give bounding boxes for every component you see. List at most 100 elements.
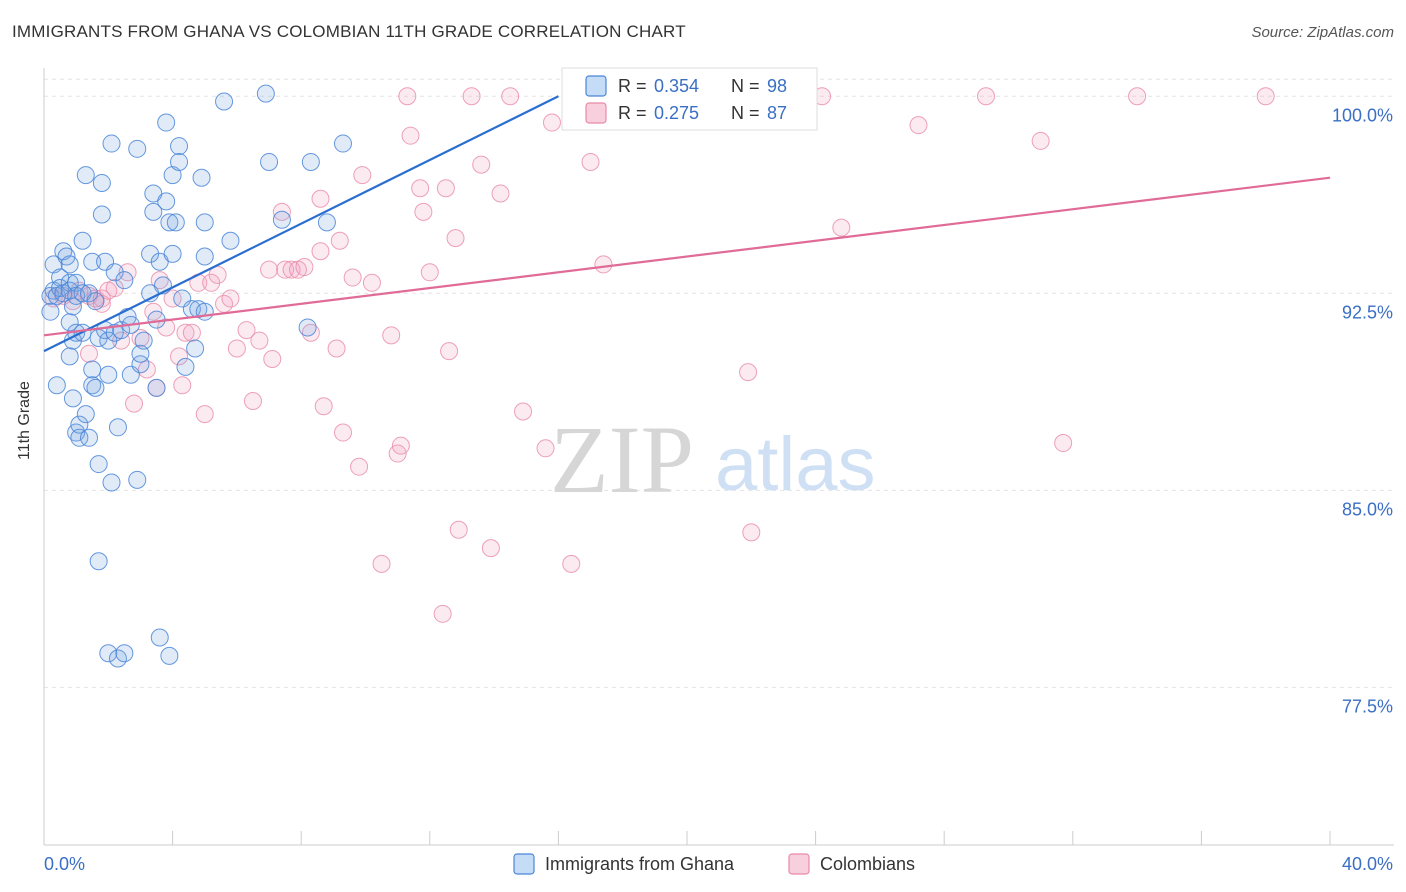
ghana-point (260, 152, 279, 171)
ghana-point (128, 470, 147, 489)
ghana-point (150, 252, 169, 271)
ghana-point (60, 273, 79, 292)
colombians-point (333, 423, 352, 442)
bottom-legend: Immigrants from Ghana Colombians (513, 853, 915, 875)
trend-lines (43, 95, 1331, 353)
colombians-point (195, 405, 214, 424)
ghana-point (186, 339, 205, 358)
ghana-point (67, 273, 86, 292)
legend-label-colombians[interactable]: Colombians (820, 854, 915, 874)
legend-label-ghana[interactable]: Immigrants from Ghana (545, 854, 735, 874)
ghana-point (195, 213, 214, 232)
ghana-point (83, 252, 102, 271)
colombians-point (353, 166, 372, 185)
colombians-point (263, 349, 282, 368)
colombians-point (472, 155, 491, 174)
ghana-point (317, 213, 336, 232)
colombians-point (536, 439, 555, 458)
ghana-point (105, 263, 124, 282)
watermark-zip: ZIP (550, 406, 694, 513)
colombians-point (80, 344, 99, 363)
colombians-point (330, 231, 349, 250)
ghana-point (115, 271, 134, 290)
colombians-point (436, 179, 455, 198)
colombians-trend-line (43, 176, 1331, 337)
colombians-point (414, 202, 433, 221)
ghana-point (73, 231, 92, 250)
ghana-point (70, 428, 89, 447)
y-tick-label: 100.0% (1332, 105, 1393, 125)
ghana-point (150, 628, 169, 647)
ghana-point (141, 244, 160, 263)
ghana-point (83, 360, 102, 379)
colombians-point (594, 255, 613, 274)
stats-r-label-ghana: R = (618, 76, 647, 96)
ghana-point (115, 644, 134, 663)
ghana-point (144, 184, 163, 203)
colombians-point (311, 189, 330, 208)
colombians-point (173, 376, 192, 395)
colombians-point (1054, 434, 1073, 453)
ghana-point (195, 247, 214, 266)
ghana-point (102, 134, 121, 153)
colombians-point (446, 229, 465, 248)
stats-r-value-ghana: 0.354 (654, 76, 699, 96)
colombians-point (462, 87, 481, 106)
ghana-point (44, 255, 63, 274)
watermark-atlas: atlas (715, 422, 876, 507)
stats-r-label-colombians: R = (618, 103, 647, 123)
colombians-point (176, 323, 195, 342)
colombians-point (401, 126, 420, 145)
chart-title: IMMIGRANTS FROM GHANA VS COLOMBIAN 11TH … (12, 22, 686, 41)
ghana-point (51, 268, 70, 287)
stats-legend: R = 0.354 N = 98 R = 0.275 N = 87 (561, 67, 818, 131)
colombians-point (909, 116, 928, 135)
colombians-point (440, 342, 459, 361)
ghana-point (128, 139, 147, 158)
colombians-point (63, 292, 82, 311)
colombians-point (542, 113, 561, 132)
colombians-point (327, 339, 346, 358)
ghana-point (102, 473, 121, 492)
stats-swatch-colombians (585, 102, 607, 124)
colombians-point (237, 321, 256, 340)
ghana-point (272, 210, 291, 229)
legend-swatch-colombians[interactable] (788, 853, 810, 875)
ghana-point (89, 455, 108, 474)
colombians-point (350, 457, 369, 476)
colombians-point (243, 392, 262, 411)
x-tick-label-min: 0.0% (44, 854, 85, 874)
legend-swatch-ghana[interactable] (513, 853, 535, 875)
colombians-point (433, 604, 452, 623)
colombians-points (44, 87, 1275, 623)
y-tick-label: 92.5% (1342, 302, 1393, 322)
ghana-point (195, 302, 214, 321)
stats-swatch-ghana (585, 75, 607, 97)
ghana-point (60, 255, 79, 274)
colombians-point (372, 554, 391, 573)
stats-n-label-colombians: N = (731, 103, 760, 123)
ghana-point (63, 389, 82, 408)
ghana-point (86, 292, 105, 311)
y-tick-label: 85.0% (1342, 499, 1393, 519)
x-tick-label-max: 40.0% (1342, 854, 1393, 874)
colombians-point (301, 323, 320, 342)
ghana-point (163, 244, 182, 263)
ghana-point (157, 192, 176, 211)
ghana-point (170, 152, 189, 171)
ghana-point (215, 92, 234, 111)
colombians-point (411, 179, 430, 198)
ghana-point (163, 166, 182, 185)
colombians-point (295, 258, 314, 277)
colombians-point (314, 397, 333, 416)
ghana-point (47, 376, 66, 395)
ghana-point (73, 284, 92, 303)
ghana-point (60, 347, 79, 366)
colombians-point (491, 184, 510, 203)
stats-n-value-ghana: 98 (767, 76, 787, 96)
ghana-point (70, 415, 89, 434)
colombians-point (481, 539, 500, 558)
ghana-point (298, 318, 317, 337)
ghana-point (86, 378, 105, 397)
